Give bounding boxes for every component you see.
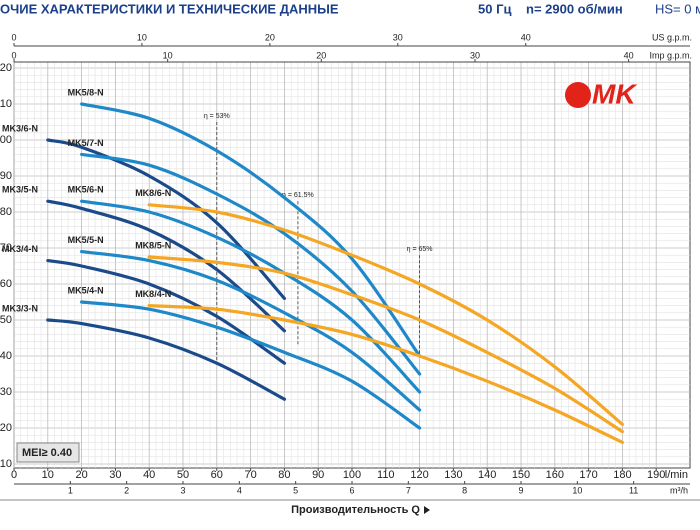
x-tick-label: 60: [211, 469, 223, 481]
curve: [80, 199, 422, 394]
x-tick-label: 130: [444, 469, 462, 481]
series-label: MK3/4-N: [2, 244, 38, 254]
x-tick-label: 100: [343, 469, 361, 481]
x-tick-label: 20: [75, 469, 87, 481]
curve: [80, 152, 422, 376]
m3h-tick-label: 3: [180, 485, 185, 495]
x-tick-label: 150: [512, 469, 530, 481]
series-label: MK5/5-N: [68, 235, 104, 245]
y-tick-label: 30: [0, 386, 12, 398]
curve: [46, 318, 286, 401]
header-suction: HS= 0 м: [655, 1, 700, 16]
logo-mark: [565, 82, 591, 108]
series-label: MK3/3-N: [2, 303, 38, 313]
m3h-tick-label: 11: [629, 485, 638, 495]
y-tick-label: 100: [0, 134, 12, 146]
x-unit: l/min: [665, 469, 688, 481]
us-tick-label: 20: [265, 32, 275, 42]
mei-box: [16, 442, 80, 463]
series-label: MK8/6-N: [135, 188, 171, 198]
m3h-tick-label: 9: [518, 485, 523, 495]
curve: [147, 255, 624, 434]
m3h-tick-label: 8: [462, 485, 467, 495]
curve: [80, 300, 422, 430]
m3h-unit: m³/h: [670, 485, 688, 495]
y-tick-label: 10: [0, 458, 12, 470]
x-tick-label: 80: [278, 469, 290, 481]
m3h-tick-label: 7: [406, 485, 411, 495]
y-tick-label: 50: [0, 314, 12, 326]
y-tick-label: 40: [0, 350, 12, 362]
us-tick-label: 40: [521, 32, 531, 42]
m3h-tick-label: 2: [124, 485, 129, 495]
series-label: MK8/5-N: [135, 240, 171, 250]
x-tick-label: 120: [410, 469, 428, 481]
us-tick-label: 0: [11, 32, 16, 42]
series-label: MK3/6-N: [2, 123, 38, 133]
series-label: MK5/7-N: [68, 138, 104, 148]
series-label: MK3/5-N: [2, 185, 38, 195]
imp-tick-label: 10: [163, 50, 173, 60]
y-tick-label: 80: [0, 206, 12, 218]
curve: [147, 304, 624, 444]
logo-text: MK: [592, 78, 637, 109]
series-label: MK5/8-N: [68, 87, 104, 97]
x-tick-label: 50: [177, 469, 189, 481]
efficiency-label: η = 61.5%: [282, 192, 314, 199]
m3h-tick-label: 1: [68, 485, 73, 495]
header-speed: n= 2900 об/мин: [526, 1, 623, 16]
x-tick-label: 30: [109, 469, 121, 481]
curve: [46, 138, 286, 300]
x-tick-label: 170: [579, 469, 597, 481]
x-tick-label: 90: [312, 469, 324, 481]
m3h-tick-label: 4: [237, 485, 242, 495]
imp-tick-label: 30: [470, 50, 480, 60]
m3h-tick-label: 10: [572, 485, 582, 495]
y-tick-label: 120: [0, 62, 12, 74]
x-tick-label: 180: [613, 469, 631, 481]
x-tick-label: 40: [143, 469, 155, 481]
x-tick-label: 70: [244, 469, 256, 481]
x-tick-label: 110: [377, 469, 395, 481]
series-label: MK5/4-N: [68, 285, 104, 295]
logo: MK: [565, 78, 637, 109]
series-label: MK5/6-N: [68, 185, 104, 195]
series-label: MK8/4-N: [135, 289, 171, 299]
curve: [80, 102, 422, 358]
y-tick-label: 90: [0, 170, 12, 182]
us-tick-label: 30: [393, 32, 403, 42]
x-tick-label: 140: [478, 469, 496, 481]
curve: [46, 259, 286, 365]
x-tick-label: 160: [546, 469, 564, 481]
header-frequency: 50 Гц: [478, 1, 511, 16]
us-tick-label: 10: [137, 32, 147, 42]
curve: [80, 250, 422, 412]
header-title: ОЧИЕ ХАРАКТЕРИСТИКИ И ТЕХНИЧЕСКИЕ ДАННЫЕ: [0, 1, 339, 16]
y-tick-label: 60: [0, 278, 12, 290]
efficiency-label: η = 53%: [204, 113, 230, 120]
mei-label: MEI≥ 0.40: [22, 447, 72, 459]
imp-tick-label: 0: [11, 50, 16, 60]
imp-tick-label: 20: [316, 50, 326, 60]
x-axis-label: Производительность Q: [291, 504, 420, 516]
y-tick-label: 20: [0, 422, 12, 434]
x-tick-label: 0: [11, 469, 17, 481]
imp-unit: Imp g.p.m.: [649, 50, 692, 60]
m3h-tick-label: 6: [349, 485, 354, 495]
imp-tick-label: 40: [624, 50, 634, 60]
m3h-tick-label: 5: [293, 485, 298, 495]
x-tick-label: 190: [647, 469, 665, 481]
x-tick-label: 10: [42, 469, 54, 481]
us-unit: US g.p.m.: [652, 32, 692, 42]
arrow: [424, 506, 430, 514]
y-tick-label: 70: [0, 242, 12, 254]
y-tick-label: 110: [0, 98, 12, 110]
efficiency-label: η = 65%: [407, 246, 433, 253]
curve: [147, 203, 624, 426]
